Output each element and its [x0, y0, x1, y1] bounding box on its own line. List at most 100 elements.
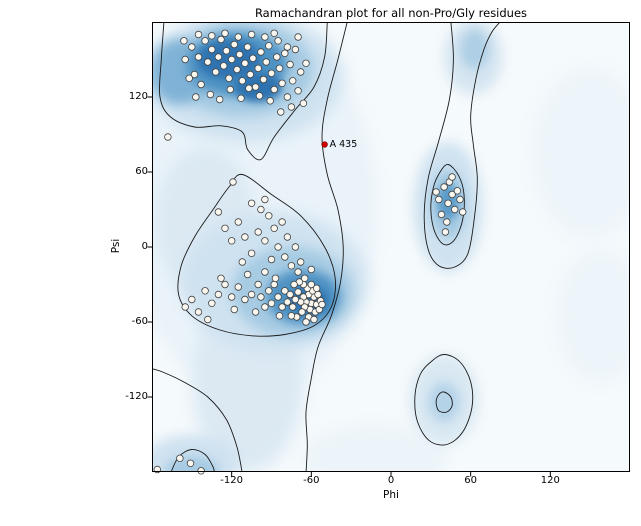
residue-point[interactable]	[201, 287, 209, 295]
residue-point[interactable]	[243, 270, 252, 279]
residue-point[interactable]	[227, 293, 236, 301]
residue-point[interactable]	[451, 205, 459, 214]
residue-point[interactable]	[261, 268, 269, 276]
residue-point[interactable]	[214, 53, 223, 61]
residue-point[interactable]	[261, 33, 269, 41]
residue-point[interactable]	[307, 265, 315, 274]
residue-point[interactable]	[262, 58, 270, 66]
residue-point[interactable]	[459, 208, 467, 216]
residue-point[interactable]	[274, 293, 282, 301]
residue-point[interactable]	[261, 195, 269, 204]
residue-point[interactable]	[294, 288, 302, 296]
residue-point[interactable]	[254, 280, 262, 289]
residue-point[interactable]	[197, 80, 205, 89]
residue-point[interactable]	[287, 103, 296, 111]
residue-point[interactable]	[217, 35, 225, 44]
residue-point[interactable]	[291, 295, 300, 304]
residue-point[interactable]	[444, 199, 452, 207]
residue-point[interactable]	[219, 62, 228, 70]
residue-point[interactable]	[275, 312, 284, 320]
residue-point[interactable]	[208, 299, 216, 307]
residue-point[interactable]	[302, 318, 310, 326]
residue-point[interactable]	[278, 218, 286, 226]
residue-point[interactable]	[270, 224, 278, 232]
residue-point[interactable]	[229, 178, 237, 186]
residue-point[interactable]	[254, 228, 262, 236]
residue-point[interactable]	[267, 255, 276, 264]
residue-point[interactable]	[298, 308, 306, 316]
residue-point[interactable]	[437, 210, 446, 219]
residue-point[interactable]	[270, 29, 278, 37]
residue-point[interactable]	[190, 70, 199, 79]
residue-point[interactable]	[288, 303, 297, 311]
residue-point[interactable]	[441, 228, 450, 236]
residue-point[interactable]	[225, 74, 233, 82]
residue-point[interactable]	[283, 43, 292, 51]
residue-point[interactable]	[204, 58, 212, 66]
residue-point[interactable]	[296, 68, 305, 76]
residue-point[interactable]	[222, 47, 231, 55]
residue-point[interactable]	[278, 303, 286, 311]
residue-point[interactable]	[270, 85, 278, 94]
residue-point[interactable]	[435, 195, 443, 204]
residue-point[interactable]	[294, 268, 302, 276]
residue-point[interactable]	[247, 30, 256, 39]
residue-point[interactable]	[296, 258, 305, 266]
residue-point[interactable]	[270, 280, 278, 289]
residue-point[interactable]	[237, 94, 245, 102]
residue-point[interactable]	[233, 65, 241, 74]
residue-point[interactable]	[265, 212, 273, 220]
residue-point[interactable]	[243, 43, 252, 51]
residue-point[interactable]	[194, 53, 203, 61]
residue-point[interactable]	[181, 55, 189, 64]
residue-point[interactable]	[246, 70, 254, 79]
residue-point[interactable]	[201, 37, 209, 45]
residue-point[interactable]	[185, 74, 193, 82]
residue-point[interactable]	[274, 37, 282, 45]
residue-point[interactable]	[245, 84, 253, 93]
residue-point[interactable]	[286, 60, 294, 69]
residue-point[interactable]	[294, 87, 302, 95]
residue-point[interactable]	[261, 237, 269, 245]
residue-point[interactable]	[227, 237, 236, 245]
residue-point[interactable]	[273, 53, 281, 61]
residue-point[interactable]	[251, 83, 260, 91]
residue-point[interactable]	[197, 467, 205, 475]
residue-point[interactable]	[194, 308, 203, 316]
residue-point[interactable]	[188, 43, 196, 51]
residue-point[interactable]	[307, 280, 315, 289]
residue-point[interactable]	[294, 33, 302, 41]
residue-point[interactable]	[238, 258, 246, 266]
residue-point[interactable]	[241, 233, 249, 241]
residue-point[interactable]	[283, 298, 292, 306]
residue-point[interactable]	[310, 315, 318, 324]
residue-point[interactable]	[247, 249, 256, 257]
residue-point[interactable]	[318, 300, 326, 309]
residue-point[interactable]	[194, 30, 203, 39]
residue-point[interactable]	[266, 97, 274, 105]
residue-point[interactable]	[234, 33, 242, 41]
residue-point[interactable]	[235, 50, 244, 59]
residue-point[interactable]	[283, 233, 292, 241]
residue-point[interactable]	[212, 68, 220, 76]
residue-point[interactable]	[230, 40, 238, 49]
residue-point[interactable]	[281, 287, 289, 295]
residue-point[interactable]	[221, 224, 229, 232]
residue-point[interactable]	[265, 42, 273, 50]
residue-point[interactable]	[456, 195, 464, 204]
residue-point[interactable]	[302, 59, 310, 67]
residue-point[interactable]	[234, 218, 242, 226]
residue-point[interactable]	[221, 280, 229, 289]
residue-point[interactable]	[247, 290, 256, 299]
residue-point[interactable]	[186, 459, 195, 467]
residue-point[interactable]	[227, 55, 236, 64]
residue-point[interactable]	[271, 274, 280, 282]
residue-point[interactable]	[249, 54, 257, 62]
residue-point[interactable]	[257, 293, 265, 301]
highlighted-residue-point[interactable]	[321, 141, 328, 148]
residue-point[interactable]	[238, 77, 246, 85]
residue-point[interactable]	[432, 188, 440, 196]
residue-point[interactable]	[299, 99, 308, 107]
residue-point[interactable]	[267, 299, 276, 307]
residue-point[interactable]	[278, 79, 286, 87]
